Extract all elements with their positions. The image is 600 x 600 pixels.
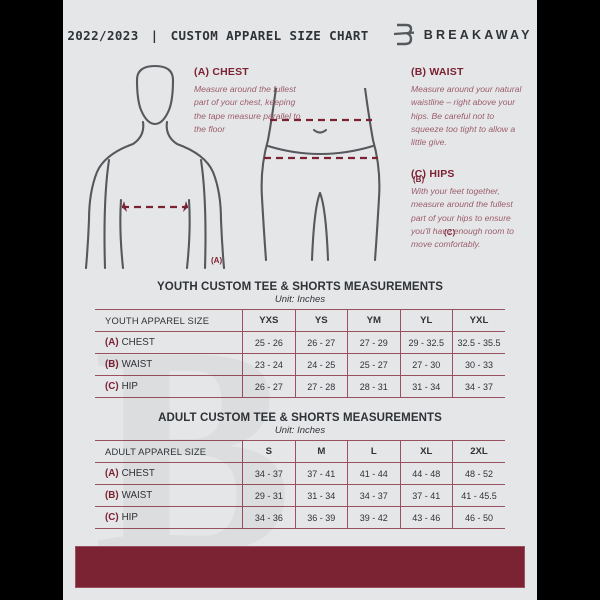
instruction-body-hips: With your feet together, measure around … bbox=[411, 186, 514, 250]
adult-waist-xl: 37 - 41 bbox=[400, 484, 453, 507]
row-tag: (B) bbox=[105, 359, 119, 370]
instruction-body-chest: Measure around the fullest part of your … bbox=[194, 84, 301, 134]
instruction-name-hips: HIPS bbox=[429, 168, 455, 180]
header-separator: | bbox=[150, 27, 159, 43]
instruction-title-waist: (B) WAIST bbox=[411, 66, 523, 78]
adult-hip-2xl: 46 - 50 bbox=[452, 506, 505, 529]
youth-table-section: YOUTH CUSTOM TEE & SHORTS MEASUREMENTS U… bbox=[63, 281, 537, 398]
adult-size-l: L bbox=[347, 440, 401, 463]
row-tag: (A) bbox=[105, 337, 119, 348]
youth-hip-yl: 31 - 34 bbox=[400, 375, 453, 398]
table-row: (B) WAIST 29 - 31 31 - 34 34 - 37 37 - 41… bbox=[95, 484, 505, 507]
measurement-diagram: (A) (B) (C) (A) CHEST Measure around the… bbox=[63, 60, 537, 275]
instruction-block-hips: (C) HIPS With your feet together, measur… bbox=[411, 168, 523, 252]
marker-label-c: (C) bbox=[444, 228, 456, 237]
table-header-row: YOUTH APPAREL SIZE YXS YS YM YL YXL bbox=[95, 309, 505, 332]
row-tag: (C) bbox=[105, 381, 119, 392]
instruction-block-chest: (A) CHEST Measure around the fullest par… bbox=[194, 66, 306, 136]
row-label: CHEST bbox=[121, 468, 155, 479]
youth-waist-ys: 24 - 25 bbox=[295, 353, 349, 376]
adult-size-table: ADULT APPAREL SIZE S M L XL 2XL (A) CHEST… bbox=[95, 440, 505, 529]
adult-chest-xl: 44 - 48 bbox=[400, 462, 453, 485]
youth-row-label-hip: (C) HIP bbox=[95, 375, 244, 398]
adult-hip-xl: 43 - 46 bbox=[400, 506, 453, 529]
table-header-row: ADULT APPAREL SIZE S M L XL 2XL bbox=[95, 440, 505, 463]
youth-chest-yl: 29 - 32.5 bbox=[400, 331, 453, 354]
youth-waist-yxl: 30 - 33 bbox=[452, 353, 505, 376]
season-label: 2022/2023 bbox=[67, 27, 139, 43]
page-header: 2022/2023 | CUSTOM APPAREL SIZE CHART BR… bbox=[63, 0, 537, 58]
youth-chest-ym: 27 - 29 bbox=[347, 331, 401, 354]
table-row: (A) CHEST 34 - 37 37 - 41 41 - 44 44 - 48… bbox=[95, 462, 505, 485]
row-label: HIP bbox=[121, 512, 138, 523]
instruction-tag-chest: (A) bbox=[194, 66, 210, 78]
youth-chest-ys: 26 - 27 bbox=[295, 331, 349, 354]
instruction-title-chest: (A) CHEST bbox=[194, 66, 306, 78]
adult-size-xl: XL bbox=[400, 440, 453, 463]
adult-waist-l: 34 - 37 bbox=[347, 484, 401, 507]
instruction-tag-hips: (C) bbox=[411, 168, 427, 180]
youth-chest-yxl: 32.5 - 35.5 bbox=[452, 331, 505, 354]
youth-size-yl: YL bbox=[400, 309, 453, 332]
row-label: WAIST bbox=[121, 359, 153, 370]
adult-waist-m: 31 - 34 bbox=[295, 484, 349, 507]
breakaway-b-monogram-icon bbox=[393, 22, 415, 48]
adult-size-m: M bbox=[295, 440, 349, 463]
youth-size-ym: YM bbox=[347, 309, 401, 332]
youth-hip-ys: 27 - 28 bbox=[295, 375, 349, 398]
size-chart-page: B 2022/2023 | CUSTOM APPAREL SIZE CHART … bbox=[63, 0, 537, 600]
youth-hip-yxl: 34 - 37 bbox=[452, 375, 505, 398]
row-label: CHEST bbox=[121, 337, 155, 348]
adult-chest-2xl: 48 - 52 bbox=[452, 462, 505, 485]
youth-size-yxl: YXL bbox=[452, 309, 505, 332]
front-torso-silhouette-icon bbox=[75, 60, 235, 280]
adult-chest-l: 41 - 44 bbox=[347, 462, 401, 485]
instruction-body-waist: Measure around your natural waistline – … bbox=[411, 84, 522, 148]
row-tag: (B) bbox=[105, 490, 119, 501]
page-title: CUSTOM APPAREL SIZE CHART bbox=[170, 27, 369, 43]
front-hips-silhouette-icon bbox=[248, 86, 393, 268]
adult-row-label-hip: (C) HIP bbox=[95, 506, 244, 529]
table-row: (C) HIP 34 - 36 36 - 39 39 - 42 43 - 46 4… bbox=[95, 506, 505, 529]
adult-waist-2xl: 41 - 45.5 bbox=[452, 484, 505, 507]
adult-hip-m: 36 - 39 bbox=[295, 506, 349, 529]
instruction-name-waist: WAIST bbox=[429, 66, 464, 78]
table-row: (B) WAIST 23 - 24 24 - 25 25 - 27 27 - 30… bbox=[95, 353, 505, 376]
adult-table-section: ADULT CUSTOM TEE & SHORTS MEASUREMENTS U… bbox=[63, 412, 537, 529]
youth-waist-yl: 27 - 30 bbox=[400, 353, 453, 376]
youth-waist-ym: 25 - 27 bbox=[347, 353, 401, 376]
adult-hip-l: 39 - 42 bbox=[347, 506, 401, 529]
adult-table-title: ADULT CUSTOM TEE & SHORTS MEASUREMENTS bbox=[158, 412, 442, 424]
adult-table-unit: Unit: Inches bbox=[274, 425, 326, 436]
youth-hip-yxs: 26 - 27 bbox=[242, 375, 296, 398]
brand-name: BREAKAWAY bbox=[423, 28, 533, 42]
instruction-title-hips: (C) HIPS bbox=[411, 168, 523, 180]
adult-chest-m: 37 - 41 bbox=[295, 462, 349, 485]
table-row: (C) HIP 26 - 27 27 - 28 28 - 31 31 - 34 3… bbox=[95, 375, 505, 398]
adult-hip-s: 34 - 36 bbox=[242, 506, 296, 529]
youth-table-unit: Unit: Inches bbox=[274, 294, 326, 305]
row-tag: (C) bbox=[105, 512, 119, 523]
row-label: WAIST bbox=[121, 490, 153, 501]
footer-band bbox=[75, 546, 525, 588]
instruction-block-waist: (B) WAIST Measure around your natural wa… bbox=[411, 66, 523, 150]
youth-hip-ym: 28 - 31 bbox=[347, 375, 401, 398]
youth-table-title: YOUTH CUSTOM TEE & SHORTS MEASUREMENTS bbox=[157, 281, 443, 293]
row-label: HIP bbox=[121, 381, 138, 392]
youth-size-ys: YS bbox=[295, 309, 349, 332]
row-tag: (A) bbox=[105, 468, 119, 479]
instruction-name-chest: CHEST bbox=[212, 66, 249, 78]
brand-logo: BREAKAWAY bbox=[393, 22, 533, 48]
marker-label-b: (B) bbox=[413, 175, 425, 184]
adult-size-2xl: 2XL bbox=[452, 440, 505, 463]
instruction-tag-waist: (B) bbox=[411, 66, 427, 78]
youth-size-table: YOUTH APPAREL SIZE YXS YS YM YL YXL (A) C… bbox=[95, 309, 505, 398]
marker-label-a: (A) bbox=[211, 256, 223, 265]
